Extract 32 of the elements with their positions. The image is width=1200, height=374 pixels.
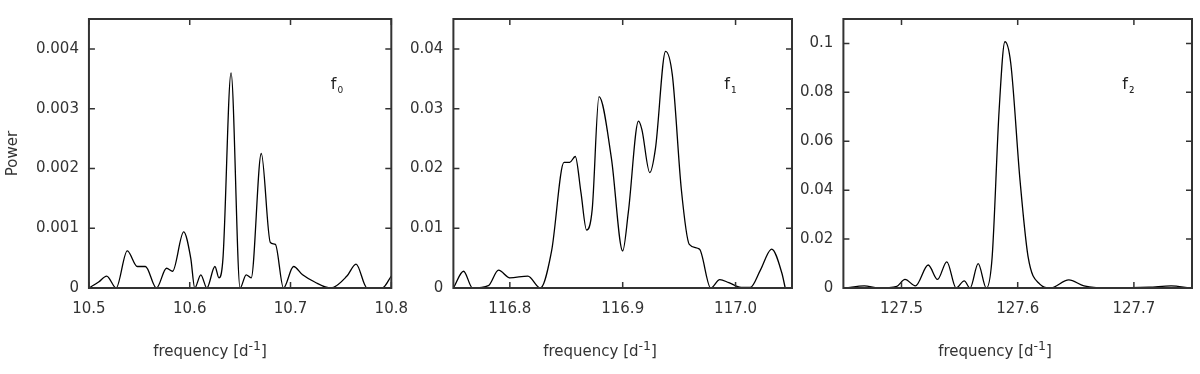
y-tick-label: 0.1 <box>809 33 834 52</box>
y-tick-label: 0.02 <box>799 228 834 247</box>
y-tick-label: 0.001 <box>35 218 79 237</box>
x-tick-label: 127.7 <box>1112 298 1156 317</box>
x-tick-label: 117.0 <box>714 298 758 317</box>
x-tick-label: 10.6 <box>173 298 207 317</box>
x-tick-label: 10.5 <box>72 298 106 317</box>
y-tick-label: 0.06 <box>799 131 834 150</box>
y-tick-label: 0.04 <box>799 180 834 199</box>
y-tick-label: 0 <box>433 277 444 296</box>
y-tick-label: 0 <box>69 277 79 296</box>
y-tick-label: 0.02 <box>409 158 444 177</box>
y-tick-label: 0 <box>823 277 834 296</box>
y-tick-label: 0.08 <box>799 82 834 101</box>
x-tick-label: 10.8 <box>374 298 408 317</box>
x-tick-label: 127.6 <box>996 298 1040 317</box>
x-axis-title: frequency [d$^{-1}$] <box>937 338 1053 360</box>
x-axis-title: frequency [d$^{-1}$] <box>152 338 268 360</box>
y-tick-label: 0.04 <box>409 38 444 57</box>
y-tick-label: 0.003 <box>35 98 79 117</box>
x-tick-label: 10.7 <box>273 298 308 317</box>
y-tick-label: 0.03 <box>409 98 444 117</box>
x-axis-title: frequency [d$^{-1}$] <box>542 338 658 360</box>
line-series <box>88 72 392 288</box>
y-axis-title: Power <box>2 130 21 177</box>
x-tick-label: 116.8 <box>488 298 532 317</box>
y-tick-label: 0.004 <box>35 38 79 57</box>
line-series <box>453 50 786 288</box>
y-tick-label: 0.01 <box>409 218 444 237</box>
y-tick-label: 0.002 <box>35 158 79 177</box>
x-tick-label: 116.9 <box>601 298 645 317</box>
x-tick-label: 127.5 <box>880 298 923 317</box>
